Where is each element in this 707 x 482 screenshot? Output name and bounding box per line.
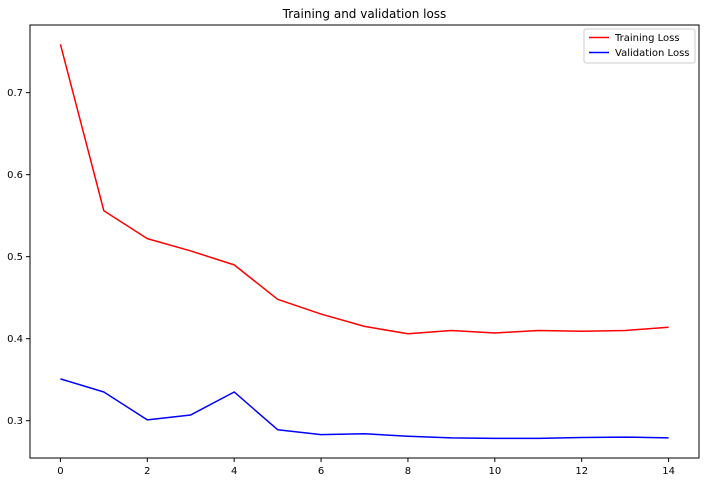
plot-area [59, 44, 669, 440]
x-tick-label: 6 [318, 466, 324, 477]
series-line-0 [59, 44, 669, 335]
x-tick-label: 8 [405, 466, 411, 477]
y-tick-label: 0.5 [7, 252, 23, 263]
x-tick-label: 4 [231, 466, 237, 477]
y-tick-label: 0.7 [7, 88, 23, 99]
legend-label-1: Validation Loss [615, 48, 690, 59]
y-tick-label: 0.4 [7, 334, 23, 345]
x-tick-label: 12 [575, 466, 588, 477]
chart-title: Training and validation loss [282, 7, 447, 21]
legend-label-0: Training Loss [614, 33, 680, 44]
x-tick-label: 2 [144, 466, 150, 477]
x-tick-label: 14 [662, 466, 675, 477]
y-tick-label: 0.3 [7, 416, 23, 427]
axis-ticks: 0 2 4 6 8 10 12 14 0.3 0.4 0.5 0.6 0.7 [7, 88, 675, 477]
legend: Training Loss Validation Loss [583, 28, 696, 64]
x-tick-label: 0 [57, 466, 63, 477]
x-tick-label: 10 [488, 466, 501, 477]
series-line-1 [60, 378, 669, 440]
plot-frame [29, 24, 700, 459]
y-tick-label: 0.6 [7, 170, 23, 181]
legend-box [583, 28, 696, 64]
